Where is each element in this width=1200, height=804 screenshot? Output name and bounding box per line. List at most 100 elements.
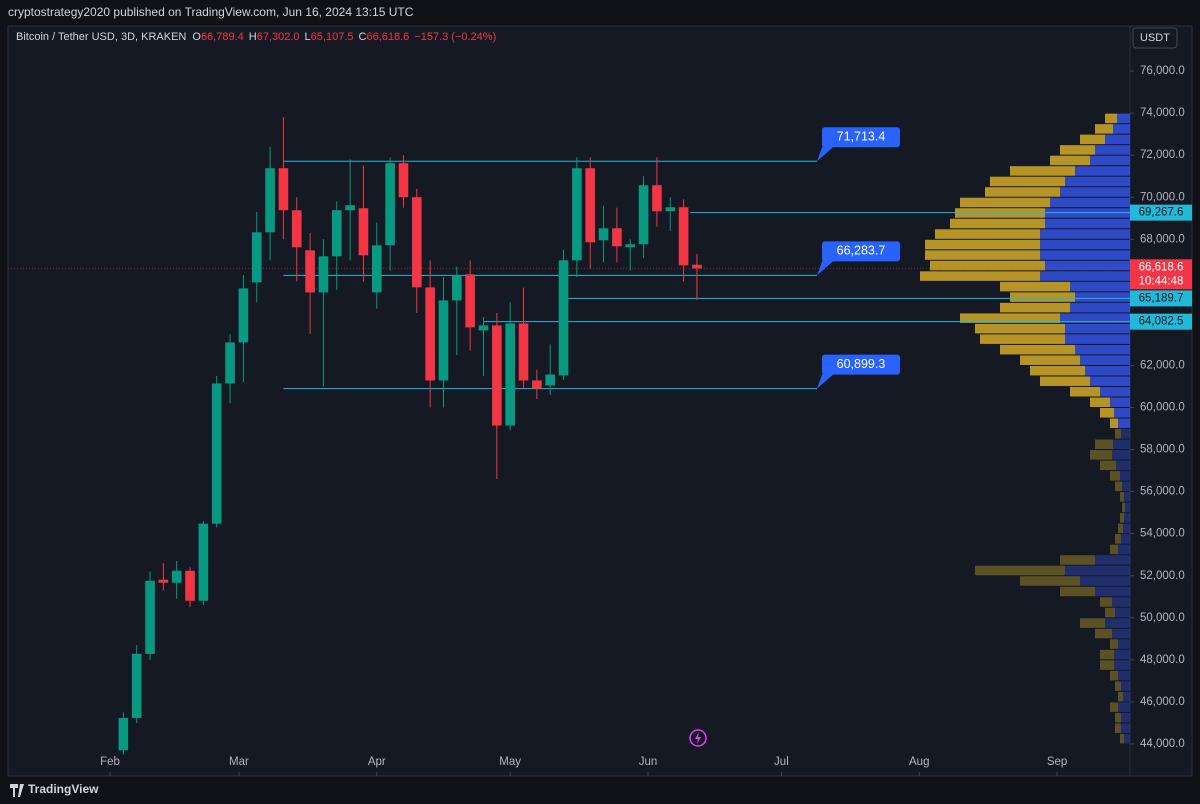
profile-up [950,218,1045,229]
profile-up [1095,439,1113,450]
y-tick-label: 50,000.0 [1140,612,1185,624]
candle-body [478,325,489,331]
last-price-label: 66,618.6 [1139,261,1184,273]
profile-up [935,229,1040,239]
profile-up [1070,386,1100,397]
profile-down [1112,450,1130,460]
profile-up [1110,702,1118,712]
profile-down [1118,670,1130,681]
candle-body [385,163,395,246]
profile-up [1000,281,1070,292]
profile-down [1118,702,1130,712]
profile-down [1123,691,1130,702]
profile-up [1100,597,1112,607]
profile-down [1045,260,1130,271]
profile-up [1115,429,1121,439]
legend: Bitcoin / Tether USD, 3D, KRAKEN O66,789.… [16,31,496,43]
profile-down [1110,397,1130,408]
x-tick-label: Jun [639,756,658,768]
candle-body [465,274,475,328]
candle-body [532,380,542,389]
last-price-box [1130,259,1192,290]
axis-label: 65,189.7 [1139,292,1184,304]
profile-down [1060,187,1130,197]
profile-up [1110,544,1118,555]
ohlc-value: 66,789.4 [201,31,244,43]
candle-body [238,288,249,343]
profile-down [1080,576,1130,586]
profile-up [1118,523,1123,534]
y-tick-label: 70,000.0 [1140,191,1185,203]
profile-down [1075,292,1130,302]
profile-up [1100,460,1116,471]
y-tick-label: 54,000.0 [1140,528,1185,540]
lightning-icon[interactable] [689,729,707,747]
symbol: Bitcoin / Tether USD, 3D, KRAKEN [16,31,186,43]
profile-up [1110,418,1118,429]
profile-up [1110,670,1118,681]
profile-down [1090,376,1130,386]
x-tick-label: Feb [100,756,120,768]
profile-down [1118,544,1130,555]
profile-down [1040,229,1130,239]
callout-box [821,354,900,375]
candle-body [118,717,129,751]
y-tick-label: 48,000.0 [1140,654,1185,666]
axis-label: 69,267.6 [1139,207,1184,219]
profile-up [1115,712,1121,723]
profile-up [1050,155,1090,166]
y-tick-label: 44,000.0 [1140,738,1185,750]
currency-button[interactable] [1132,27,1178,49]
candle-body [652,185,662,212]
axis-label: 64,082.5 [1139,316,1184,328]
profile-down [1125,502,1130,513]
chart-panel [7,25,1193,777]
profile-down [1113,124,1130,134]
profile-down [1123,523,1130,534]
callout-pointer [816,145,833,162]
candle-body [318,256,329,293]
profile-up [1115,681,1121,691]
candle-body [345,205,355,211]
profile-up [1120,733,1124,744]
profile-up [1060,145,1095,155]
profile-down [1115,607,1130,618]
profile-down [1080,355,1130,365]
callout-pointer [816,259,833,276]
profile-up [1122,502,1125,513]
candle-body [171,570,182,583]
candle-body [398,163,409,198]
profile-up [1060,586,1095,597]
countdown: 10:44:48 [1139,275,1184,287]
profile-up [1100,408,1114,418]
candle-body [411,197,422,288]
candle-body [225,342,235,384]
profile-up [1020,355,1080,365]
profile-down [1065,565,1130,576]
candle-body [452,275,462,301]
axis-label-box [1130,313,1192,330]
profile-up [1110,639,1118,649]
profile-up [920,271,1040,281]
candle-body [612,228,622,247]
callout-box [821,241,900,262]
candle-body [331,210,342,257]
currency[interactable]: USDT [1140,32,1170,44]
profile-up [1110,471,1120,481]
candle-body [131,653,142,718]
x-tick-label: Aug [909,756,929,768]
y-tick-label: 60,000.0 [1140,402,1185,414]
profile-down [1114,660,1130,670]
ohlc-key: O [192,31,201,43]
profile-down [1122,481,1130,492]
candle-body [211,383,222,524]
profile-up [1115,534,1121,544]
candle-body [158,579,169,583]
callout-box [821,127,900,148]
candle-body [665,207,676,212]
callout-label: 71,713.4 [837,129,886,143]
candle-body [492,325,502,426]
candle-body [678,207,689,266]
profile-down [1121,534,1130,544]
